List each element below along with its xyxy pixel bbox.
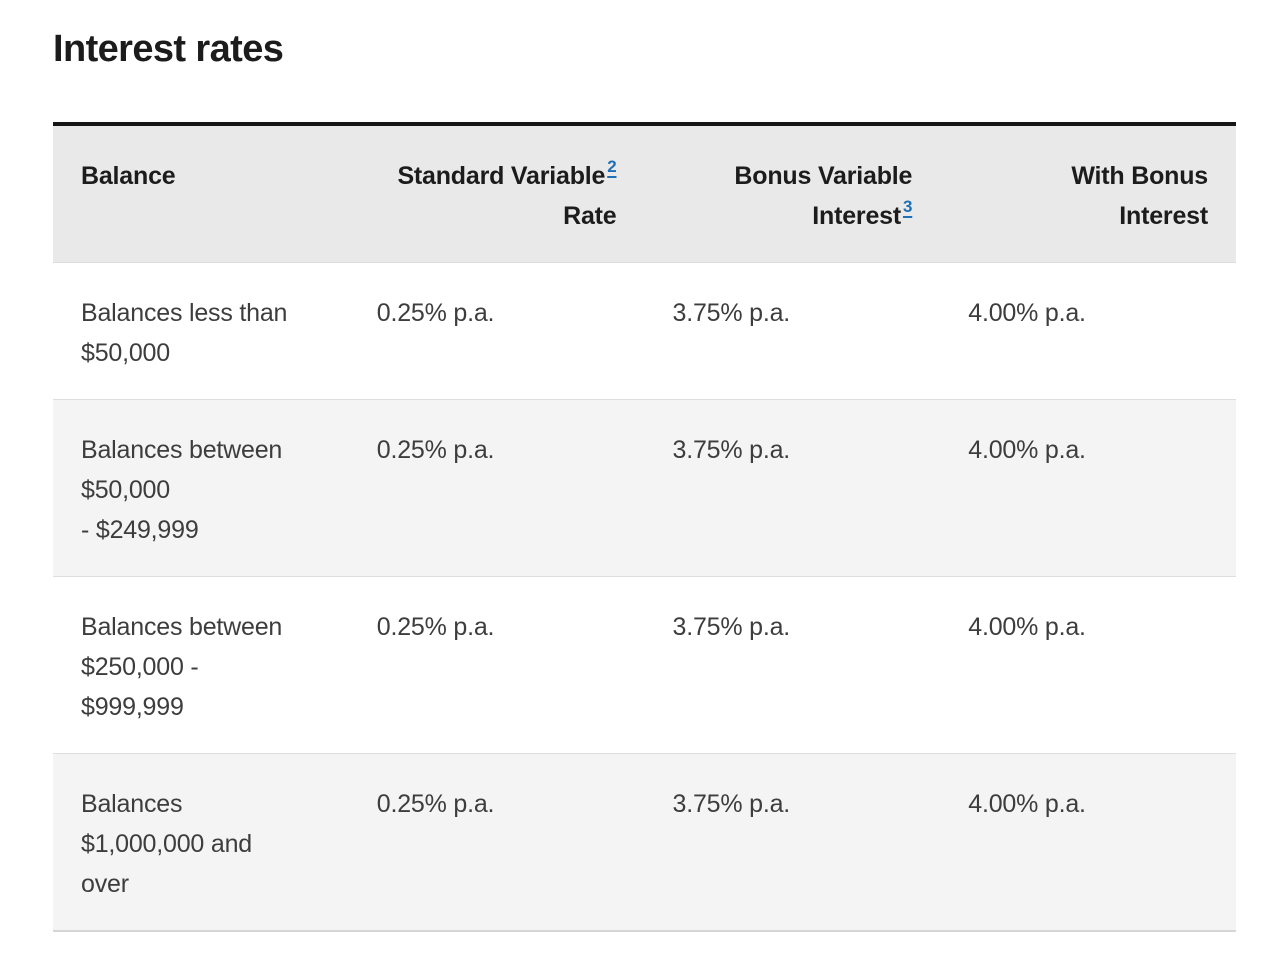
standard-rate-cell: 0.25% p.a.	[376, 436, 495, 464]
table-header-row: Balance Standard Variable 2 Rate Bonus Va…	[53, 124, 1236, 263]
header-bonus-line2: Interest	[812, 202, 901, 230]
table-row: Balances $1,000,000 and over 0.25% p.a. …	[53, 753, 1236, 931]
table-body: Balances less than $50,000 0.25% p.a. 3.…	[53, 262, 1236, 931]
header-balance-label: Balance	[81, 162, 176, 190]
bonus-rate-cell: 3.75% p.a.	[672, 299, 791, 327]
header-with-bonus-line2: Interest	[1119, 202, 1208, 230]
footnote-2-link[interactable]: 2	[607, 156, 617, 176]
balance-cell: Balances between $50,000 - $249,999	[81, 436, 283, 544]
with-bonus-rate-cell: 4.00% p.a.	[968, 790, 1086, 818]
table-row: Balances less than $50,000 0.25% p.a. 3.…	[53, 262, 1236, 400]
page: Interest rates Balance Standard Variable…	[53, 28, 1236, 932]
interest-rates-table: Balance Standard Variable 2 Rate Bonus Va…	[53, 122, 1236, 932]
header-with-bonus-interest: With Bonus Interest	[940, 124, 1236, 263]
footnote-3-link[interactable]: 3	[902, 196, 913, 216]
header-bonus-line1: Bonus Variable	[734, 162, 913, 190]
balance-cell: Balances between $250,000 - $999,999	[81, 613, 283, 721]
standard-rate-cell: 0.25% p.a.	[376, 299, 495, 327]
header-standard-variable-rate: Standard Variable 2 Rate	[348, 124, 645, 263]
bonus-rate-cell: 3.75% p.a.	[672, 613, 791, 641]
table-row: Balances between $250,000 - $999,999 0.2…	[53, 576, 1236, 754]
header-with-bonus-line1: With Bonus	[1071, 162, 1208, 190]
with-bonus-rate-cell: 4.00% p.a.	[968, 436, 1086, 464]
standard-rate-cell: 0.25% p.a.	[376, 790, 495, 818]
balance-cell: Balances $1,000,000 and over	[81, 790, 252, 898]
header-balance: Balance	[53, 124, 349, 263]
table-header: Balance Standard Variable 2 Rate Bonus Va…	[53, 124, 1236, 263]
with-bonus-rate-cell: 4.00% p.a.	[968, 613, 1086, 641]
bonus-rate-cell: 3.75% p.a.	[672, 790, 791, 818]
header-standard-line1: Standard Variable	[397, 162, 606, 190]
header-standard-line2: Rate	[563, 202, 617, 230]
bonus-rate-cell: 3.75% p.a.	[672, 436, 791, 464]
with-bonus-rate-cell: 4.00% p.a.	[968, 299, 1086, 327]
header-bonus-variable-interest: Bonus Variable Interest 3	[644, 124, 941, 263]
page-title: Interest rates	[53, 28, 284, 70]
standard-rate-cell: 0.25% p.a.	[376, 613, 495, 641]
table-row: Balances between $50,000 - $249,999 0.25…	[53, 399, 1236, 577]
balance-cell: Balances less than $50,000	[81, 299, 288, 367]
